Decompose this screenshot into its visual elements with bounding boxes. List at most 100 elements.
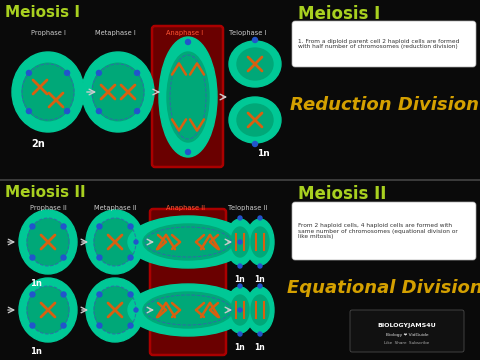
Circle shape (96, 109, 101, 114)
Ellipse shape (226, 287, 254, 333)
Ellipse shape (128, 216, 248, 268)
Ellipse shape (231, 295, 249, 325)
Circle shape (30, 292, 35, 297)
Text: 2n: 2n (31, 139, 45, 149)
Text: Equational Division: Equational Division (287, 279, 480, 297)
Circle shape (134, 109, 140, 114)
Ellipse shape (226, 219, 254, 265)
Circle shape (258, 264, 262, 268)
Text: Meiosis II: Meiosis II (298, 185, 386, 203)
Text: Like  Share  Subscribe: Like Share Subscribe (384, 341, 430, 345)
Circle shape (185, 40, 191, 45)
Text: Prophase I: Prophase I (31, 30, 65, 36)
Circle shape (97, 292, 102, 297)
Circle shape (238, 308, 242, 312)
FancyBboxPatch shape (292, 21, 476, 67)
Circle shape (258, 332, 262, 336)
Ellipse shape (251, 227, 269, 257)
Text: Meiosis I: Meiosis I (5, 5, 80, 20)
FancyBboxPatch shape (152, 26, 223, 167)
Ellipse shape (229, 41, 281, 87)
Ellipse shape (237, 104, 273, 136)
Ellipse shape (94, 219, 136, 265)
Ellipse shape (27, 219, 69, 265)
Ellipse shape (92, 63, 144, 121)
Ellipse shape (231, 227, 249, 257)
FancyBboxPatch shape (350, 310, 464, 352)
Ellipse shape (229, 97, 281, 143)
Ellipse shape (94, 287, 136, 333)
Text: 1n: 1n (30, 347, 42, 356)
FancyBboxPatch shape (292, 202, 476, 260)
Ellipse shape (143, 292, 233, 328)
Text: 1n: 1n (254, 275, 265, 284)
Circle shape (252, 141, 257, 147)
Text: Prophase II: Prophase II (30, 205, 66, 211)
Circle shape (65, 71, 70, 75)
Text: 1n: 1n (30, 279, 42, 288)
Ellipse shape (143, 224, 233, 260)
Text: Meiosis I: Meiosis I (298, 5, 380, 23)
Ellipse shape (167, 52, 209, 142)
FancyBboxPatch shape (150, 209, 226, 355)
Circle shape (128, 224, 133, 229)
Ellipse shape (12, 52, 84, 132)
Ellipse shape (19, 278, 77, 342)
Text: Metaphase I: Metaphase I (95, 30, 135, 36)
Circle shape (30, 224, 35, 229)
Text: Anaphase I: Anaphase I (167, 30, 204, 36)
Text: 1n: 1n (235, 275, 245, 284)
Circle shape (185, 149, 191, 154)
Circle shape (134, 240, 138, 244)
Circle shape (96, 71, 101, 75)
Circle shape (65, 109, 70, 114)
Text: From 2 haploid cells, 4 haploid cells are formed with
same number of chromosomes: From 2 haploid cells, 4 haploid cells ar… (298, 223, 458, 239)
Circle shape (134, 71, 140, 75)
Circle shape (238, 240, 242, 244)
Circle shape (238, 284, 242, 288)
Ellipse shape (82, 52, 154, 132)
Circle shape (258, 284, 262, 288)
Circle shape (128, 292, 133, 297)
Circle shape (128, 255, 133, 260)
Circle shape (97, 224, 102, 229)
Circle shape (30, 255, 35, 260)
Ellipse shape (237, 48, 273, 80)
Circle shape (61, 292, 66, 297)
Ellipse shape (19, 210, 77, 274)
Circle shape (61, 323, 66, 328)
Text: Biology ❤ VidGuide: Biology ❤ VidGuide (386, 333, 428, 337)
Circle shape (61, 224, 66, 229)
Ellipse shape (22, 63, 74, 121)
Text: 1n: 1n (254, 343, 265, 352)
Ellipse shape (86, 278, 144, 342)
Circle shape (128, 323, 133, 328)
Circle shape (134, 308, 138, 312)
Text: Anaphase II: Anaphase II (166, 205, 204, 211)
Text: Telophase I: Telophase I (229, 30, 267, 36)
Ellipse shape (128, 284, 248, 336)
Circle shape (26, 71, 31, 75)
Ellipse shape (246, 219, 274, 265)
Ellipse shape (246, 287, 274, 333)
Text: Meiosis II: Meiosis II (5, 185, 85, 200)
Circle shape (258, 216, 262, 220)
Text: Reduction Division: Reduction Division (290, 96, 480, 114)
Circle shape (97, 255, 102, 260)
Text: 1n: 1n (257, 149, 269, 158)
Text: 1. From a diploid parent cell 2 haploid cells are formed
with half number of chr: 1. From a diploid parent cell 2 haploid … (298, 39, 459, 49)
Circle shape (30, 323, 35, 328)
Ellipse shape (86, 210, 144, 274)
Circle shape (97, 323, 102, 328)
Circle shape (26, 109, 31, 114)
Text: Metaphase II: Metaphase II (94, 205, 136, 211)
Ellipse shape (251, 295, 269, 325)
Ellipse shape (159, 37, 217, 157)
Circle shape (238, 216, 242, 220)
Circle shape (238, 332, 242, 336)
Text: Telophase II: Telophase II (228, 205, 268, 211)
Ellipse shape (27, 287, 69, 333)
Circle shape (252, 37, 257, 42)
Circle shape (238, 264, 242, 268)
Text: 1n: 1n (235, 343, 245, 352)
